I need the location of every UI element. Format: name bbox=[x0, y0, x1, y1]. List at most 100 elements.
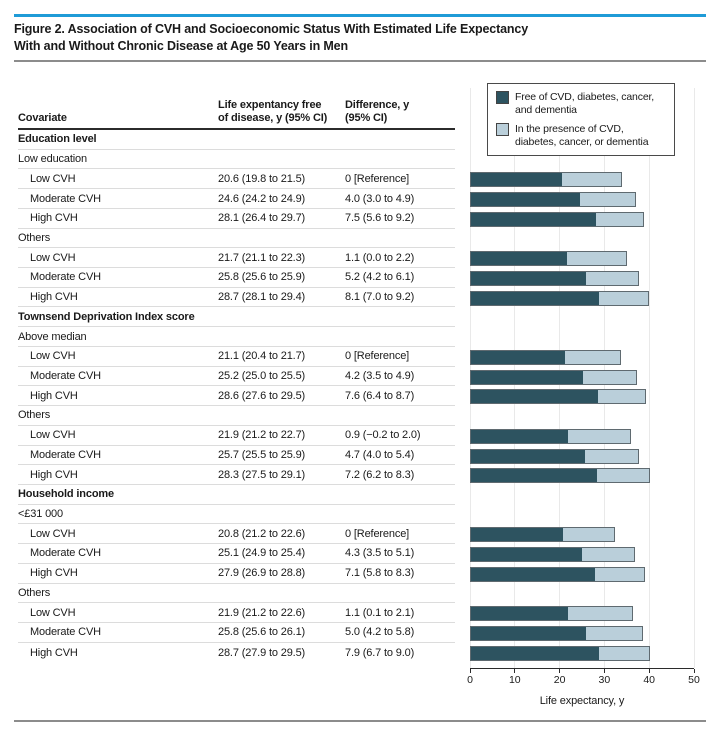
stacked-bar-low-cvh bbox=[470, 428, 632, 444]
x-tick-label-40: 40 bbox=[643, 674, 656, 686]
table-header-life-expectancy-line1: Life expentancy free bbox=[218, 99, 322, 111]
table-row: Household income bbox=[18, 485, 455, 505]
row-life-expectancy-value: 20.6 (19.8 to 21.5) bbox=[218, 172, 306, 185]
table-row: Moderate CVH 25.7 (25.5 to 25.9) 4.7 (4.0 … bbox=[18, 446, 455, 466]
bar-segment-free-of-disease bbox=[471, 173, 563, 187]
figure-title-line2: With and Without Chronic Disease at Age … bbox=[14, 39, 348, 53]
row-label: Low CVH bbox=[30, 350, 76, 363]
bar-segment-free-of-disease bbox=[471, 528, 564, 542]
stacked-bar-moderate-cvh bbox=[470, 369, 638, 385]
table-row: Townsend Deprivation Index score bbox=[18, 307, 455, 328]
gridline-40 bbox=[648, 88, 650, 668]
row-label: Moderate CVH bbox=[30, 547, 101, 560]
row-life-expectancy-value: 25.1 (24.9 to 25.4) bbox=[218, 547, 306, 560]
row-life-expectancy-value: 28.7 (28.1 to 29.4) bbox=[218, 291, 306, 304]
legend-label-with-disease: In the presence of CVD, diabetes, cancer… bbox=[515, 123, 649, 148]
chart-x-axis-label: Life expectancy, y bbox=[539, 695, 625, 707]
table-row: High CVH 28.7 (28.1 to 29.4) 8.1 (7.0 to 9… bbox=[18, 288, 455, 308]
bar-segment-free-of-disease bbox=[471, 212, 596, 226]
stacked-bar-high-cvh bbox=[470, 566, 645, 582]
table-row: Others bbox=[18, 229, 455, 249]
row-life-expectancy-value: 25.8 (25.6 to 26.1) bbox=[218, 626, 306, 639]
row-difference-value: 0.9 (−0.2 to 2.0) bbox=[345, 429, 421, 442]
stacked-bar-low-cvh bbox=[470, 606, 634, 622]
stacked-bar-high-cvh bbox=[470, 211, 645, 227]
row-life-expectancy-value: 25.2 (25.0 to 25.5) bbox=[218, 369, 306, 382]
row-label: Others bbox=[18, 409, 51, 422]
row-label: Low CVH bbox=[30, 527, 76, 540]
x-tick-label-0: 0 bbox=[467, 674, 473, 686]
legend-item-free-of-disease: Free of CVD, diabetes, cancer, and demen… bbox=[496, 91, 666, 117]
table-row: Education level bbox=[18, 130, 455, 150]
row-label: Others bbox=[18, 586, 51, 599]
legend-swatch-dark bbox=[496, 91, 509, 104]
table-row: Moderate CVH 25.8 (25.6 to 26.1) 5.0 (4.2 … bbox=[18, 623, 455, 643]
stacked-bar-low-cvh bbox=[470, 172, 623, 188]
stacked-bar-moderate-cvh bbox=[470, 271, 640, 287]
legend-swatch-light bbox=[496, 123, 509, 136]
stacked-bar-high-cvh bbox=[470, 645, 651, 661]
bar-segment-free-of-disease bbox=[471, 370, 583, 384]
row-difference-value: 4.2 (3.5 to 4.9) bbox=[345, 369, 415, 382]
row-label: Moderate CVH bbox=[30, 369, 101, 382]
row-label: High CVH bbox=[30, 567, 78, 580]
x-tick-mark-20 bbox=[559, 669, 561, 673]
table-row: Low education bbox=[18, 150, 455, 170]
row-label: Low education bbox=[18, 153, 87, 166]
row-life-expectancy-value: 25.8 (25.6 to 25.9) bbox=[218, 271, 306, 284]
row-life-expectancy-value: 21.7 (21.1 to 22.3) bbox=[218, 251, 306, 264]
stacked-bar-low-cvh bbox=[470, 527, 616, 543]
bar-segment-free-of-disease bbox=[471, 252, 568, 266]
row-life-expectancy-value: 25.7 (25.5 to 25.9) bbox=[218, 448, 306, 461]
bar-segment-free-of-disease bbox=[471, 469, 597, 483]
table-row: Low CVH 20.8 (21.2 to 22.6) 0 [Reference] bbox=[18, 524, 455, 545]
table-row: Low CVH 21.7 (21.1 to 22.3) 1.1 (0.0 to 2.… bbox=[18, 248, 455, 269]
table-row: Moderate CVH 24.6 (24.2 to 24.9) 4.0 (3.0 … bbox=[18, 189, 455, 209]
stacked-bar-high-cvh bbox=[470, 468, 651, 484]
row-life-expectancy-value: 21.9 (21.2 to 22.7) bbox=[218, 429, 306, 442]
legend-item-with-disease: In the presence of CVD, diabetes, cancer… bbox=[496, 123, 666, 149]
row-label: Moderate CVH bbox=[30, 626, 101, 639]
table-header-covariate: Covariate bbox=[18, 112, 67, 124]
row-life-expectancy-value: 28.7 (27.9 to 29.5) bbox=[218, 646, 306, 659]
table-row: Moderate CVH 25.8 (25.6 to 25.9) 5.2 (4.2 … bbox=[18, 268, 455, 288]
table-row: Low CVH 20.6 (19.8 to 21.5) 0 [Reference] bbox=[18, 169, 455, 190]
row-life-expectancy-value: 28.1 (26.4 to 29.7) bbox=[218, 212, 306, 225]
figure-content: Covariate Life expentancy free of diseas… bbox=[0, 62, 720, 720]
bar-segment-free-of-disease bbox=[471, 193, 581, 207]
row-label: Low CVH bbox=[30, 172, 76, 185]
table-header-life-expectancy: Life expentancy free of disease, y (95% … bbox=[218, 99, 345, 125]
x-tick-label-20: 20 bbox=[553, 674, 566, 686]
x-tick-label-10: 10 bbox=[508, 674, 521, 686]
row-difference-value: 5.0 (4.2 to 5.8) bbox=[345, 626, 415, 639]
row-difference-value: 1.1 (0.0 to 2.2) bbox=[345, 251, 415, 264]
chart-plot-area bbox=[470, 88, 695, 669]
table-header-row: Covariate Life expentancy free of diseas… bbox=[18, 90, 455, 130]
row-life-expectancy-value: 24.6 (24.2 to 24.9) bbox=[218, 192, 306, 205]
bar-segment-free-of-disease bbox=[471, 272, 586, 286]
row-difference-value: 7.9 (6.7 to 9.0) bbox=[345, 646, 415, 659]
stacked-bar-moderate-cvh bbox=[470, 547, 636, 563]
top-accent-rule bbox=[14, 14, 706, 17]
row-difference-value: 0 [Reference] bbox=[345, 527, 410, 540]
bar-segment-free-of-disease bbox=[471, 548, 583, 562]
stacked-bar-moderate-cvh bbox=[470, 192, 636, 208]
bar-segment-free-of-disease bbox=[471, 646, 599, 660]
row-label: Education level bbox=[18, 133, 97, 146]
x-tick-mark-10 bbox=[514, 669, 516, 673]
bar-segment-free-of-disease bbox=[471, 627, 586, 640]
row-label: Moderate CVH bbox=[30, 448, 101, 461]
row-label: <£31 000 bbox=[18, 508, 63, 521]
row-label: Low CVH bbox=[30, 429, 76, 442]
table-header-life-expectancy-line2: of disease, y (95% CI) bbox=[218, 112, 328, 124]
figure-title-line1: Figure 2. Association of CVH and Socioec… bbox=[14, 22, 529, 36]
row-label: High CVH bbox=[30, 646, 78, 659]
row-difference-value: 4.7 (4.0 to 5.4) bbox=[345, 448, 415, 461]
row-label: Moderate CVH bbox=[30, 271, 101, 284]
table-row: High CVH 28.7 (27.9 to 29.5) 7.9 (6.7 to 9… bbox=[18, 643, 455, 663]
chart-x-axis: 0 10 20 30 40 50 bbox=[467, 669, 700, 691]
row-difference-value: 5.2 (4.2 to 6.1) bbox=[345, 271, 415, 284]
row-label: Moderate CVH bbox=[30, 192, 101, 205]
table-row: Moderate CVH 25.1 (24.9 to 25.4) 4.3 (3.5 … bbox=[18, 544, 455, 564]
row-difference-value: 7.1 (5.8 to 8.3) bbox=[345, 567, 415, 580]
